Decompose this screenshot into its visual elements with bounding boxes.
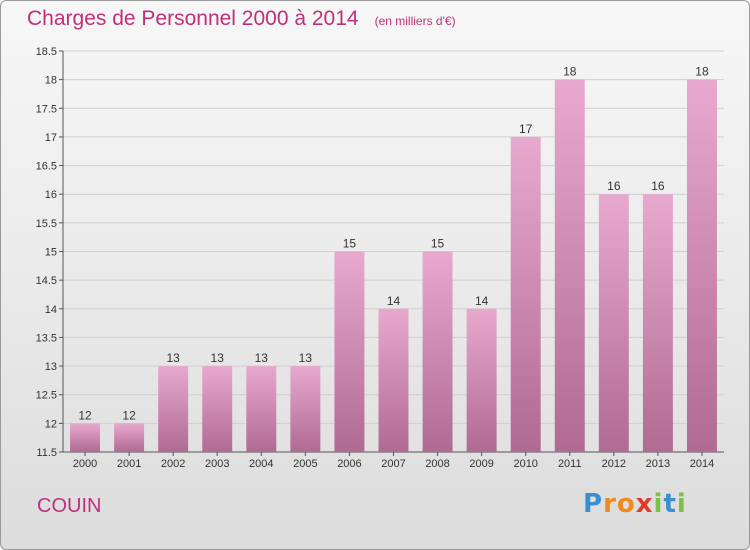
x-tick-label-2000: 2000 [73,458,97,470]
chart-subtitle: (en milliers d'€) [374,14,456,28]
x-tick-label-2003: 2003 [205,458,229,470]
bars [70,79,717,453]
chart-title-text: Charges de Personnel 2000 à 2014 [27,7,359,30]
bar-2014[interactable] [686,79,717,453]
x-tick-label-2001: 2001 [117,458,141,470]
y-tick-label: 15.5 [36,218,57,230]
y-tick-label: 18.5 [36,46,57,58]
y-tick-label: 14.5 [36,275,57,287]
data-label-2009: 14 [475,294,489,308]
y-tick-label: 12.5 [36,390,57,402]
data-label-2008: 15 [431,237,445,251]
data-label-2013: 16 [651,179,665,193]
x-tick-label-2006: 2006 [337,458,361,470]
data-label-2014: 18 [695,65,709,79]
bar-2013[interactable] [642,194,673,452]
y-tick-label: 12 [45,418,57,430]
bar-2005[interactable] [290,366,321,452]
bar-2006[interactable] [334,251,365,453]
y-tick-label: 18 [45,75,57,87]
y-tick-label: 14 [45,304,57,316]
y-tick-label: 17.5 [36,103,57,115]
data-label-2002: 13 [166,351,180,365]
bar-2004[interactable] [246,366,277,452]
y-tick-label: 15 [45,247,57,259]
bar-2007[interactable] [378,308,409,452]
data-label-2010: 17 [519,122,533,136]
data-label-2005: 13 [299,351,313,365]
bar-2008[interactable] [422,251,453,453]
x-tick-label-2012: 2012 [602,458,626,470]
x-tick-label-2002: 2002 [161,458,185,470]
chart-title: Charges de Personnel 2000 à 2014 (en mill… [27,7,456,31]
x-tick-label-2010: 2010 [513,458,537,470]
x-tick-label-2004: 2004 [249,458,273,470]
bar-2010[interactable] [510,136,541,452]
y-tick-label: 11.5 [36,447,57,459]
data-label-2007: 14 [387,294,401,308]
y-tick-label: 16.5 [36,161,57,173]
data-label-2012: 16 [607,179,621,193]
x-tick-label-2014: 2014 [690,458,714,470]
x-tick-label-2008: 2008 [425,458,449,470]
x-tick-label-2011: 2011 [558,458,582,470]
y-tick-label: 13.5 [36,332,57,344]
x-tick-label-2009: 2009 [469,458,493,470]
x-tick-label-2005: 2005 [293,458,317,470]
y-tick-label: 13 [45,361,57,373]
bar-2003[interactable] [202,366,233,452]
y-tick-label: 16 [45,189,57,201]
data-label-2004: 13 [255,351,269,365]
bar-2012[interactable] [598,194,629,452]
commune-name: COUIN [37,495,102,517]
data-label-2001: 12 [122,408,136,422]
proxiti-logo[interactable]: Proxiti [583,489,687,519]
data-labels: 12 12 13 13 13 13 15 14 15 14 17 18 16 16 18 [78,65,709,423]
bar-2002[interactable] [158,366,189,452]
bar-2001[interactable] [114,423,145,452]
data-label-2011: 18 [563,65,577,79]
data-label-2006: 15 [343,237,357,251]
data-label-2003: 13 [211,351,225,365]
data-label-2000: 12 [78,408,92,422]
bar-2011[interactable] [554,79,585,453]
y-tick-label: 17 [45,132,57,144]
bar-2009[interactable] [466,308,497,452]
x-tick-label-2013: 2013 [646,458,670,470]
bar-2000[interactable] [70,423,101,452]
x-tick-label-2007: 2007 [381,458,405,470]
